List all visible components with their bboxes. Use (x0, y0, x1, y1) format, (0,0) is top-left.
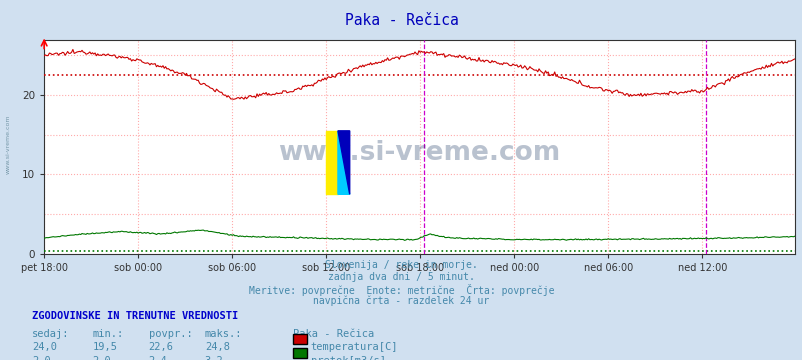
Text: min.:: min.: (92, 329, 124, 339)
Text: navpična črta - razdelek 24 ur: navpična črta - razdelek 24 ur (313, 296, 489, 306)
Text: Paka - Rečica: Paka - Rečica (344, 13, 458, 28)
Text: 2,4: 2,4 (148, 356, 167, 360)
Text: 3,2: 3,2 (205, 356, 223, 360)
Text: sedaj:: sedaj: (32, 329, 70, 339)
Text: www.si-vreme.com: www.si-vreme.com (6, 114, 10, 174)
Text: Meritve: povprečne  Enote: metrične  Črta: povprečje: Meritve: povprečne Enote: metrične Črta:… (249, 284, 553, 296)
Text: povpr.:: povpr.: (148, 329, 192, 339)
Text: maks.:: maks.: (205, 329, 242, 339)
Text: zadnja dva dni / 5 minut.: zadnja dva dni / 5 minut. (328, 272, 474, 282)
Text: Paka - Rečica: Paka - Rečica (293, 329, 374, 339)
Bar (326, 131, 338, 194)
Text: 24,0: 24,0 (32, 342, 57, 352)
Text: 2,0: 2,0 (92, 356, 111, 360)
Text: ZGODOVINSKE IN TRENUTNE VREDNOSTI: ZGODOVINSKE IN TRENUTNE VREDNOSTI (32, 311, 238, 321)
Text: Slovenija / reke in morje.: Slovenija / reke in morje. (325, 260, 477, 270)
Polygon shape (338, 131, 350, 194)
Text: 19,5: 19,5 (92, 342, 117, 352)
Text: www.si-vreme.com: www.si-vreme.com (278, 140, 560, 166)
Text: 22,6: 22,6 (148, 342, 173, 352)
Text: 24,8: 24,8 (205, 342, 229, 352)
Polygon shape (338, 131, 350, 194)
Text: 2,0: 2,0 (32, 356, 51, 360)
Text: temperatura[C]: temperatura[C] (310, 342, 398, 352)
Text: pretok[m3/s]: pretok[m3/s] (310, 356, 385, 360)
